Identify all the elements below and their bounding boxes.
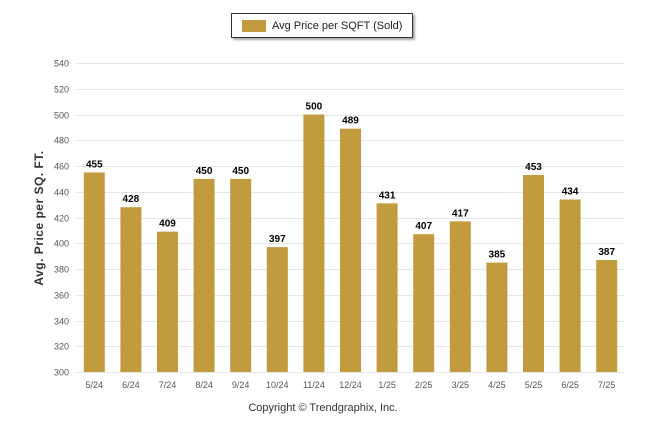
x-tick-label: 1/25: [378, 380, 396, 390]
y-axis-ticks: 300 320 340 360 380 400 420 440 460 480 500 520 540: [54, 59, 69, 378]
x-tick-label: 9/24: [232, 380, 250, 390]
x-tick-label: 7/24: [159, 380, 177, 390]
x-axis-ticks: 5/24 6/24 7/24 8/24 9/24 10/24 11/24 12/24 1/25 2…: [86, 380, 616, 390]
y-tick-label: 460: [54, 162, 69, 172]
bar: [486, 262, 508, 372]
bar: [523, 175, 544, 372]
x-tick-label: 3/25: [452, 380, 470, 390]
x-tick-label: 11/24: [303, 380, 325, 390]
bar: [303, 114, 325, 372]
bar: [449, 221, 471, 372]
legend-label: Avg Price per SQFT (Sold): [272, 19, 403, 32]
bar: [266, 247, 288, 372]
x-tick-label: 8/24: [195, 380, 213, 390]
legend: Avg Price per SQFT (Sold): [231, 13, 413, 38]
x-tick-label: 6/24: [122, 380, 140, 390]
data-label: 387: [598, 247, 615, 258]
y-tick-label: 440: [54, 188, 69, 198]
data-label: 409: [159, 219, 176, 230]
data-label: 431: [379, 190, 396, 201]
y-tick-label: 340: [54, 317, 69, 327]
data-label: 385: [489, 250, 506, 261]
bars: [83, 114, 618, 372]
data-label: 450: [196, 166, 213, 177]
bar: [193, 178, 215, 372]
bar: [83, 172, 105, 372]
data-label: 407: [415, 221, 432, 232]
bar: [413, 234, 435, 372]
data-label: 453: [525, 162, 542, 173]
data-label: 417: [452, 208, 469, 219]
x-tick-label: 5/24: [86, 380, 104, 390]
x-tick-label: 4/25: [488, 380, 506, 390]
x-tick-label: 6/25: [561, 380, 579, 390]
y-axis-label: Avg. Price per SQ. FT.: [32, 150, 46, 285]
legend-swatch: [242, 19, 266, 32]
data-label: 434: [562, 186, 579, 197]
bar: [157, 231, 178, 372]
data-label: 489: [342, 116, 359, 127]
bar: [376, 203, 398, 372]
y-tick-label: 520: [54, 85, 69, 95]
y-tick-label: 320: [54, 342, 69, 352]
x-tick-label: 12/24: [339, 380, 362, 390]
data-label: 450: [232, 166, 249, 177]
copyright-text: Copyright © Trendgraphix, Inc.: [248, 402, 398, 414]
bar: [120, 207, 142, 372]
y-tick-label: 300: [54, 368, 69, 378]
data-label: 455: [86, 159, 103, 170]
bar: [596, 259, 618, 372]
x-tick-label: 10/24: [266, 380, 289, 390]
x-tick-label: 5/25: [525, 380, 543, 390]
x-tick-label: 7/25: [598, 380, 616, 390]
data-labels: 455 428 409 450 450 397 500 489 431 407 417 385 453 4…: [86, 102, 616, 261]
bar: [340, 128, 361, 372]
y-tick-label: 420: [54, 214, 69, 224]
data-label: 397: [269, 234, 286, 245]
y-tick-label: 480: [54, 136, 69, 146]
data-label: 500: [306, 102, 323, 113]
y-tick-label: 400: [54, 239, 69, 249]
bar: [230, 178, 252, 372]
x-tick-label: 2/25: [415, 380, 433, 390]
y-tick-label: 380: [54, 265, 69, 275]
y-tick-label: 500: [54, 111, 69, 121]
bar: [559, 199, 581, 372]
y-tick-label: 540: [54, 59, 69, 69]
y-tick-label: 360: [54, 291, 69, 301]
data-label: 428: [123, 194, 140, 205]
